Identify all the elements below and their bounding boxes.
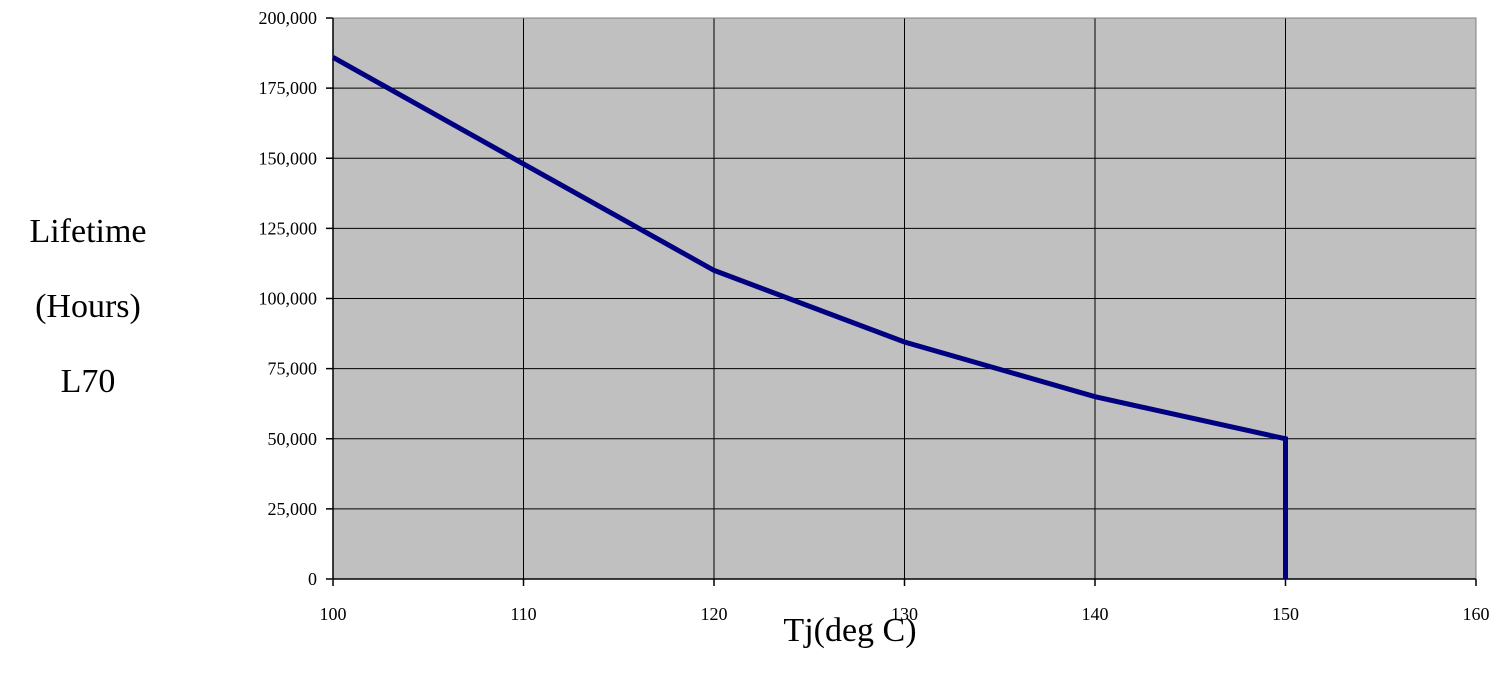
y-tick-label: 125,000 [259,218,318,238]
y-tick-label: 50,000 [268,429,318,449]
y-axis-label-line-3: L70 [60,363,116,400]
data-series [331,55,1288,580]
y-tick-label: 150,000 [259,148,318,168]
x-tick-label: 120 [701,604,728,624]
y-tick-label: 0 [308,569,317,589]
x-tick-label: 140 [1082,604,1109,624]
y-axis-label-line-1: Lifetime [29,213,147,250]
x-tick-label: 100 [320,604,347,624]
x-tick-label: 110 [510,604,536,624]
x-tick-label: 160 [1463,604,1490,624]
tick-labels: 0 25,000 50,000 75,000 100,000 125,000 150,000… [259,8,1490,624]
y-tick-label: 75,000 [268,359,318,379]
y-tick-label: 25,000 [268,499,318,519]
x-tick-label: 130 [891,604,918,624]
y-tick-label: 100,000 [259,289,318,309]
y-tick-label: 200,000 [259,8,318,28]
x-axis-label: Tj(deg C) [783,612,917,649]
y-tick-label: 175,000 [259,78,318,98]
y-axis-label-line-2: (Hours) [35,288,141,325]
x-tick-label: 150 [1272,604,1299,624]
